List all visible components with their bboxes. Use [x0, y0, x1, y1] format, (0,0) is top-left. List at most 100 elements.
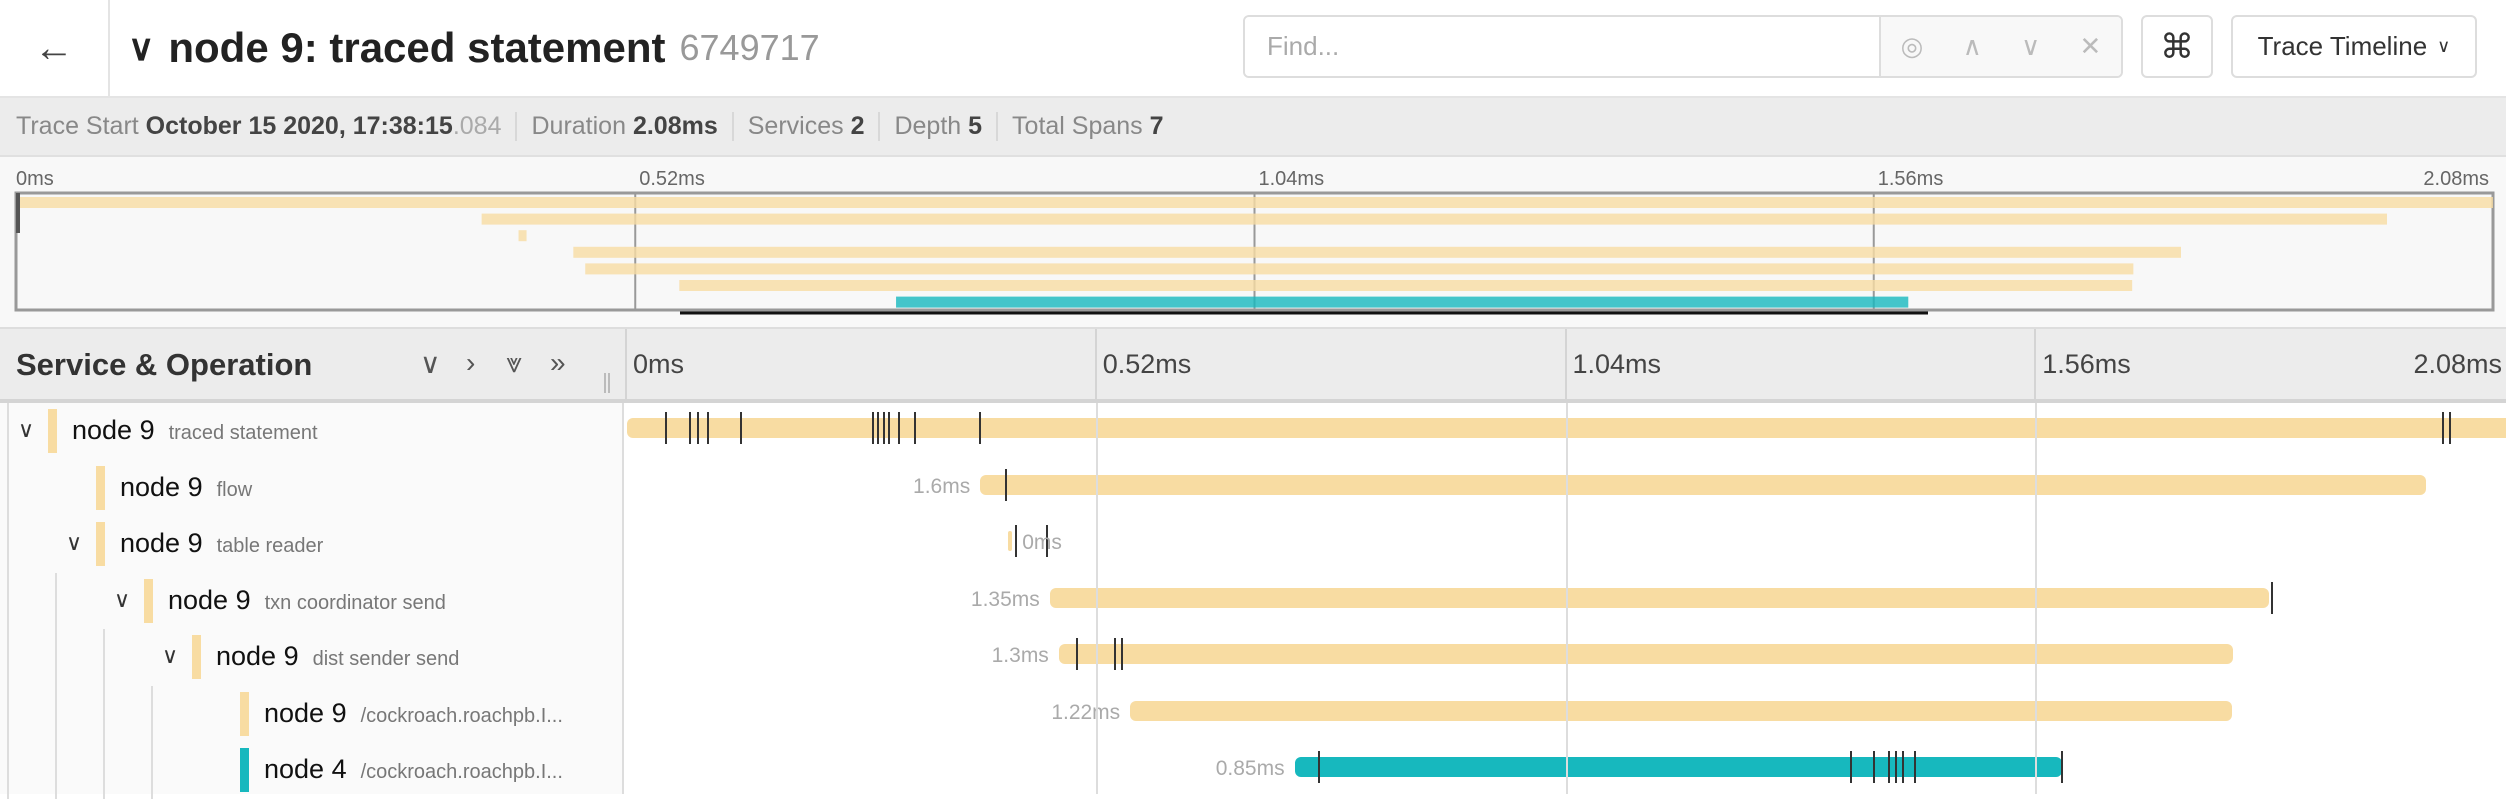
log-marker[interactable]	[739, 412, 742, 444]
log-marker[interactable]	[2061, 751, 2064, 783]
minimap-span-bar	[518, 230, 527, 242]
span-name[interactable]: node 4/cockroach.roachpb.I...	[264, 754, 563, 785]
log-marker[interactable]	[1914, 751, 1917, 783]
log-marker[interactable]	[707, 412, 710, 444]
service-color-bar	[96, 522, 105, 566]
span-name[interactable]: node 9 txn coordinator send	[168, 585, 446, 616]
keyboard-shortcuts-button[interactable]: ⌘	[2141, 15, 2213, 78]
summary-duration: Duration 2.08ms	[515, 112, 731, 141]
span-bar[interactable]	[980, 474, 2426, 495]
span-name[interactable]: node 9 flow	[120, 472, 252, 503]
page-title: node 9: traced statement	[168, 24, 666, 71]
service-name: node 9	[120, 471, 203, 502]
span-row[interactable]: node 9/cockroach.roachpb.I... 1.22ms	[0, 685, 2506, 743]
tick-label: 1.04ms	[1572, 349, 1662, 379]
span-name[interactable]: node 9 traced statement	[72, 415, 318, 446]
log-marker[interactable]	[1005, 468, 1008, 501]
column-resizer[interactable]	[604, 373, 610, 393]
log-marker[interactable]	[689, 412, 692, 444]
log-marker[interactable]	[1113, 638, 1116, 670]
span-bar[interactable]	[1058, 644, 2234, 664]
log-marker[interactable]	[1872, 751, 1875, 783]
log-marker[interactable]	[2448, 412, 2451, 444]
span-duration: 1.6ms	[913, 474, 971, 498]
chevron-down-icon[interactable]: ∨	[18, 417, 35, 442]
span-bar[interactable]	[1008, 531, 1013, 551]
log-marker[interactable]	[914, 412, 917, 444]
span-bar[interactable]	[1130, 700, 2233, 721]
trace-title[interactable]: ∨ node 9: traced statement 6749717	[128, 20, 820, 76]
span-row[interactable]: ∨ node 9 traced statement	[0, 403, 2506, 460]
log-marker[interactable]	[1895, 751, 1898, 783]
chevron-down-icon[interactable]: ∨	[66, 530, 83, 555]
minimap-tick-label: 1.56ms	[1878, 168, 1944, 190]
minimap-canvas[interactable]: 0ms 0.52ms 1.04ms 1.56ms 2.08ms	[0, 157, 2506, 328]
span-row[interactable]: ∨ node 9 table reader 0ms	[0, 516, 2506, 573]
tree-guide-line	[55, 685, 57, 743]
log-marker[interactable]	[1902, 751, 1905, 783]
tick-label: 0.52ms	[1102, 349, 1192, 379]
span-row[interactable]: ∨ node 9 txn coordinator send 1.35ms	[0, 572, 2506, 630]
service-name: node 9	[72, 415, 155, 445]
chevron-down-icon[interactable]: ∨	[2021, 31, 2041, 61]
grid-line	[1564, 329, 1567, 401]
log-marker[interactable]	[664, 412, 667, 444]
find-input[interactable]	[1245, 17, 1881, 76]
grid-line	[1094, 329, 1097, 401]
span-duration: 1.22ms	[1051, 700, 1121, 724]
minimap-tick-label: 1.04ms	[1259, 168, 1325, 190]
minimap-tick-label: 2.08ms	[2423, 168, 2489, 190]
span-row[interactable]: ∨ node 9 dist sender send 1.3ms	[0, 629, 2506, 686]
service-name: node 9	[216, 641, 299, 671]
chevron-right-icon[interactable]: ›	[466, 347, 476, 378]
log-marker[interactable]	[882, 412, 885, 444]
tick-label: 0ms	[633, 349, 685, 379]
tree-guide-line	[55, 572, 57, 630]
target-icon[interactable]: ◎	[1900, 31, 1924, 61]
column-title: Service & Operation	[16, 347, 313, 382]
view-select[interactable]: Trace Timeline ∨	[2231, 15, 2477, 78]
log-marker[interactable]	[877, 412, 880, 444]
log-marker[interactable]	[887, 412, 890, 444]
summary-services: Services 2	[731, 112, 879, 141]
log-marker[interactable]	[1015, 525, 1018, 557]
back-button[interactable]: ←	[0, 0, 110, 96]
span-bar[interactable]	[1294, 757, 2063, 777]
span-name[interactable]: node 9 dist sender send	[216, 641, 459, 672]
log-marker[interactable]	[2441, 412, 2444, 444]
close-icon[interactable]: ✕	[2079, 31, 2102, 61]
log-marker[interactable]	[2271, 581, 2274, 614]
log-marker[interactable]	[1121, 638, 1124, 670]
log-marker[interactable]	[1850, 751, 1853, 783]
span-row[interactable]: node 9 flow 1.6ms	[0, 459, 2506, 517]
log-marker[interactable]	[1888, 751, 1890, 783]
command-icon: ⌘	[2160, 27, 2194, 66]
double-chevron-right-icon[interactable]: »	[550, 347, 566, 378]
chevron-down-icon[interactable]: ∨	[128, 27, 155, 68]
service-color-bar	[48, 409, 57, 453]
tick-label: 2.08ms	[2413, 349, 2502, 379]
grid-line	[1095, 403, 1098, 794]
log-marker[interactable]	[1075, 638, 1078, 670]
chevron-down-icon[interactable]: ∨	[162, 643, 179, 668]
log-marker[interactable]	[979, 412, 982, 444]
span-name[interactable]: node 9/cockroach.roachpb.I...	[264, 698, 563, 729]
log-marker[interactable]	[871, 412, 874, 444]
minimap-span-bar	[481, 213, 2388, 225]
minimap-frame	[14, 191, 2495, 312]
span-bar[interactable]	[1049, 587, 2270, 608]
span-name[interactable]: node 9 table reader	[120, 528, 323, 559]
double-chevron-down-icon[interactable]: ⩔	[506, 347, 522, 378]
chevron-up-icon[interactable]: ∧	[1962, 31, 1982, 61]
chevron-down-icon[interactable]: ∨	[420, 348, 441, 379]
span-duration: 0ms	[1022, 531, 1062, 554]
chevron-down-icon[interactable]: ∨	[114, 586, 131, 612]
log-marker[interactable]	[697, 412, 700, 444]
summary-total-spans: Total Spans 7	[996, 112, 1178, 141]
operation-name: table reader	[216, 535, 324, 557]
log-marker[interactable]	[1317, 751, 1320, 783]
log-marker[interactable]	[897, 412, 900, 444]
log-marker[interactable]	[1046, 525, 1049, 557]
tree-guide-line	[55, 742, 57, 799]
span-row[interactable]: node 4/cockroach.roachpb.I... 0.85ms	[0, 742, 2506, 799]
